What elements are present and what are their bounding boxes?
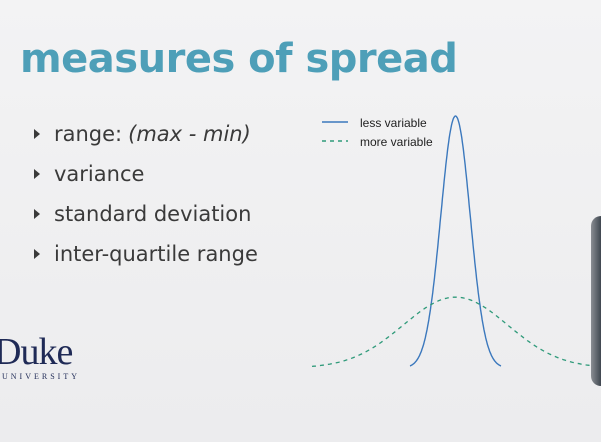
logo-subtitle: UNIVERSITY — [2, 372, 80, 381]
bullet-item-variance: variance — [34, 154, 258, 194]
legend-label-less-variable: less variable — [360, 116, 427, 130]
legend-label-more-variable: more variable — [360, 135, 433, 149]
bullet-text: inter-quartile range — [54, 242, 258, 266]
bullet-item-range: range: (max - min) — [34, 114, 258, 154]
bullet-text: range: — [54, 122, 123, 146]
bullet-arrow-icon — [34, 169, 40, 179]
logo-wordmark: Duke — [0, 331, 73, 373]
bullet-arrow-icon — [34, 249, 40, 259]
duke-logo: Duke UNIVERSITY — [0, 332, 100, 382]
presenter-silhouette — [591, 216, 601, 386]
slide-title: measures of spread — [20, 36, 458, 82]
series-line-more-variable — [311, 296, 600, 368]
bullet-list: range: (max - min) variance standard dev… — [34, 114, 258, 274]
bullet-arrow-icon — [34, 209, 40, 219]
bullet-item-standard-deviation: standard deviation — [34, 194, 258, 234]
bullet-text: standard deviation — [54, 202, 252, 226]
bullet-item-iqr: inter-quartile range — [34, 234, 258, 274]
bullet-arrow-icon — [34, 129, 40, 139]
bullet-note: (max - min) — [128, 122, 251, 146]
series-line-less-variable — [409, 115, 502, 367]
distribution-chart: less variable more variable — [311, 115, 600, 368]
chart-legend: less variable more variable — [322, 116, 433, 149]
bullet-text: variance — [54, 162, 145, 186]
